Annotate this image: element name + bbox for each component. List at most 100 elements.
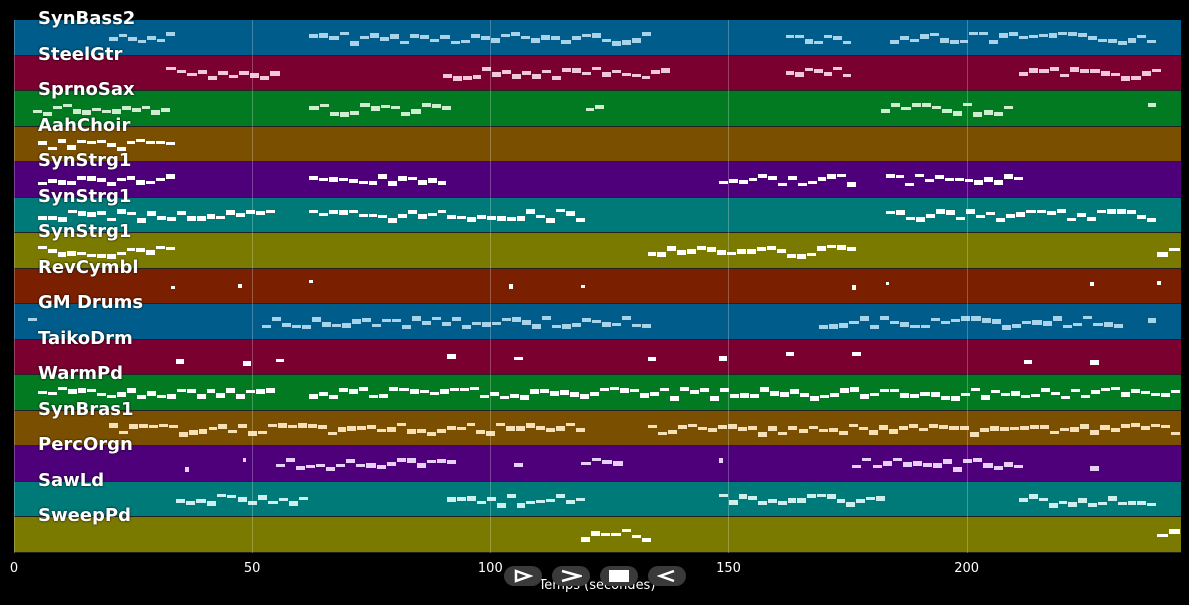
midi-note — [106, 253, 116, 259]
midi-note — [680, 387, 690, 392]
midi-note — [940, 396, 950, 401]
midi-note — [910, 38, 920, 42]
midi-note — [106, 143, 116, 148]
track-lane[interactable] — [14, 304, 1181, 340]
track-lane[interactable] — [14, 91, 1181, 127]
midi-note — [62, 103, 72, 107]
midi-note — [246, 210, 256, 215]
midi-note — [718, 493, 728, 497]
midi-note — [242, 458, 247, 463]
midi-note — [1020, 395, 1030, 399]
midi-note — [126, 141, 136, 145]
midi-note — [511, 31, 521, 36]
midi-note — [1147, 318, 1157, 324]
midi-note — [994, 179, 1004, 185]
midi-note — [999, 32, 1008, 38]
midi-note — [57, 251, 67, 257]
track-lane[interactable] — [14, 481, 1181, 518]
midi-note — [249, 73, 259, 79]
midi-note — [797, 182, 807, 186]
track-lane[interactable] — [14, 55, 1181, 92]
midi-note — [126, 175, 136, 180]
midi-note — [118, 33, 128, 37]
midi-note — [400, 40, 410, 44]
midi-note — [166, 173, 175, 179]
midi-note — [559, 390, 569, 396]
midi-note — [1150, 393, 1160, 397]
midi-note — [879, 424, 889, 430]
midi-note — [421, 102, 431, 107]
midi-note — [390, 33, 400, 39]
midi-note — [67, 250, 77, 256]
track-lane[interactable] — [14, 162, 1181, 198]
midi-note — [457, 216, 467, 220]
midi-note — [306, 465, 316, 469]
midi-note — [1169, 247, 1180, 251]
midi-note — [281, 323, 291, 328]
midi-note — [166, 246, 175, 250]
midi-note — [989, 39, 999, 44]
midi-note — [1058, 31, 1068, 35]
midi-note — [707, 246, 717, 252]
rewind-button[interactable] — [648, 566, 686, 586]
midi-note — [97, 393, 107, 397]
midi-note — [1107, 38, 1117, 43]
midi-note — [535, 425, 545, 430]
midi-note — [1131, 76, 1141, 81]
midi-note — [833, 35, 842, 40]
midi-note — [467, 217, 477, 223]
midi-note — [758, 173, 768, 178]
midi-note — [748, 495, 758, 500]
midi-note — [1147, 39, 1157, 43]
stop-button[interactable] — [600, 566, 638, 586]
midi-note — [585, 107, 595, 111]
midi-note — [974, 179, 984, 185]
midi-note — [401, 111, 411, 116]
midi-note — [1170, 390, 1180, 394]
midi-note — [147, 35, 156, 40]
track-lane[interactable] — [14, 233, 1181, 269]
midi-note — [309, 175, 319, 180]
track-lane[interactable] — [14, 126, 1181, 163]
track-lane[interactable] — [14, 517, 1181, 553]
track-lane[interactable] — [14, 20, 1181, 56]
midi-note — [146, 180, 156, 184]
midi-note — [944, 177, 954, 181]
track-lane[interactable] — [14, 197, 1181, 234]
midi-note — [136, 247, 146, 252]
midi-note — [1117, 40, 1127, 45]
midi-note — [921, 102, 932, 107]
forward-button[interactable] — [552, 566, 590, 586]
midi-note — [436, 459, 446, 464]
midi-note — [296, 466, 306, 471]
midi-note — [575, 497, 585, 501]
midi-note — [647, 356, 657, 361]
track-lane[interactable] — [14, 446, 1181, 482]
midi-note — [37, 216, 47, 221]
midi-note — [1106, 209, 1116, 215]
midi-note — [837, 173, 847, 177]
midi-note — [542, 70, 552, 74]
track-lane[interactable] — [14, 339, 1181, 376]
midi-note — [984, 176, 994, 182]
midi-note — [817, 493, 826, 497]
midi-note — [582, 318, 592, 323]
track-lane[interactable] — [14, 410, 1181, 447]
midi-note — [358, 180, 368, 184]
midi-note — [649, 392, 659, 397]
play-button[interactable] — [504, 566, 542, 586]
midi-note — [1170, 431, 1180, 435]
piano-roll-plot[interactable] — [14, 20, 1181, 553]
track-lane[interactable] — [14, 268, 1181, 305]
midi-note — [462, 76, 472, 81]
midi-note — [77, 251, 87, 255]
midi-note — [895, 174, 905, 178]
midi-note — [368, 180, 378, 185]
midi-note — [482, 322, 492, 328]
midi-note — [1137, 34, 1147, 38]
track-lane[interactable] — [14, 375, 1181, 411]
midi-note — [379, 36, 389, 41]
midi-note — [963, 459, 973, 464]
midi-note — [506, 425, 516, 431]
midi-note — [642, 31, 652, 36]
